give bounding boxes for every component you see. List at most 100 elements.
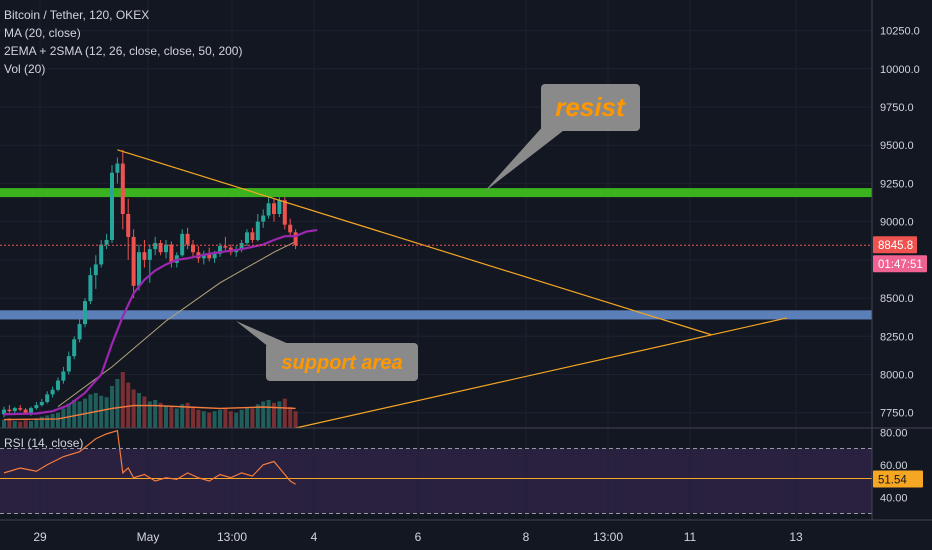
candle-body <box>88 275 93 302</box>
candle-body <box>147 249 152 260</box>
symbol-title[interactable]: Bitcoin / Tether, 120, OKEX <box>4 8 150 22</box>
support-label-box <box>266 343 418 381</box>
candle-body <box>72 339 77 357</box>
volume-bar <box>39 416 44 428</box>
volume-bar <box>66 403 71 428</box>
volume-bar <box>29 421 33 428</box>
candle-body <box>191 244 195 253</box>
volume-bar <box>2 419 6 428</box>
rsi-tick-label: 60.00 <box>880 460 908 472</box>
volume-bar <box>174 408 179 428</box>
volume-bar <box>282 398 287 428</box>
time-tick-label: 11 <box>684 530 697 544</box>
candle-body <box>164 244 168 253</box>
candle-body <box>23 409 28 413</box>
countdown-badge-text: 01:47:51 <box>878 259 923 271</box>
volume-bar <box>153 400 158 428</box>
volume-bar <box>288 407 293 428</box>
main-pane <box>0 0 872 428</box>
volume-bar <box>12 421 17 428</box>
time-tick-label: 8 <box>523 530 530 544</box>
rsi-legend[interactable]: RSI (14, close) <box>4 436 84 450</box>
time-tick-label: 29 <box>33 530 47 544</box>
resist-line <box>0 188 872 198</box>
resist-label-box <box>541 84 640 131</box>
volume-bar <box>158 402 163 428</box>
indicator-ema-sma[interactable]: 2EMA + 2SMA (12, 26, close, close, 50, 2… <box>4 44 243 58</box>
volume-bar <box>250 408 255 428</box>
candle-body <box>12 408 17 412</box>
rsi-value-badge-text: 51.54 <box>878 474 907 486</box>
grid <box>0 0 872 520</box>
candle-body <box>99 244 104 265</box>
candle-body <box>142 252 147 260</box>
chart-legend: Bitcoin / Tether, 120, OKEX MA (20, clos… <box>4 6 242 78</box>
candle-body <box>218 246 222 254</box>
volume-bars <box>2 372 298 428</box>
price-tick-label: 10000.0 <box>880 64 920 76</box>
slow-ma-line <box>57 241 296 408</box>
indicator-volume[interactable]: Vol (20) <box>4 62 46 76</box>
candle-body <box>34 405 39 409</box>
candle-body <box>110 172 114 240</box>
volume-bar <box>7 418 12 428</box>
support-band <box>0 310 872 320</box>
time-tick-label: 4 <box>311 530 318 544</box>
volume-bar <box>245 407 249 428</box>
time-axis-ticks: 29 May 13:00 4 6 8 13:00 11 13 <box>33 530 803 544</box>
volume-bar <box>126 382 131 428</box>
rsi-pane <box>0 429 872 514</box>
volume-bar <box>277 401 282 428</box>
volume-bar <box>164 405 168 428</box>
price-tick-label: 8000.0 <box>880 370 914 382</box>
candle-body <box>77 324 82 340</box>
candle-body <box>104 239 109 245</box>
volume-bar <box>261 401 266 428</box>
last-price-badge-text: 8845.8 <box>878 240 913 252</box>
ma-line <box>3 228 318 416</box>
volume-bar <box>23 420 28 428</box>
volume-bar <box>142 396 147 428</box>
candle-body <box>2 409 6 415</box>
candle-body <box>239 243 244 250</box>
volume-bar <box>147 401 152 428</box>
volume-ma-line <box>3 404 296 421</box>
candle-body <box>66 356 71 372</box>
candle-body <box>223 246 228 248</box>
price-tick-label: 9000.0 <box>880 217 914 229</box>
volume-bar <box>234 412 239 428</box>
volume-bar <box>180 404 185 428</box>
indicator-ma[interactable]: MA (20, close) <box>4 26 81 40</box>
candle-body <box>180 233 185 256</box>
price-badges: 8845.8 01:47:51 51.54 <box>873 236 927 488</box>
price-axis-ticks: 10250.010000.09750.09500.09250.09000.087… <box>880 26 920 505</box>
time-tick-label: 13:00 <box>593 530 623 544</box>
candle-body <box>282 200 287 225</box>
volume-bar <box>239 409 244 428</box>
volume-bar <box>93 393 98 428</box>
volume-bar <box>191 407 195 428</box>
last-price-badge-box <box>873 236 917 254</box>
candle-body <box>29 408 33 413</box>
rsi-value-badge: 51.54 <box>873 470 923 488</box>
volume-bar <box>228 411 233 428</box>
support-label: support area <box>236 321 418 381</box>
volume-bar <box>56 412 60 428</box>
rsi-line <box>3 429 296 485</box>
candle-body <box>7 409 12 412</box>
candle-body <box>61 371 66 381</box>
rsi-tick-label: 40.00 <box>880 492 908 504</box>
candle-body <box>39 402 44 406</box>
volume-bar <box>88 394 93 428</box>
candle-body <box>83 301 87 325</box>
rsi-tick-label: 80.00 <box>880 427 908 439</box>
volume-bar <box>255 404 260 428</box>
volume-bar <box>110 386 114 428</box>
price-tick-label: 9250.0 <box>880 178 914 190</box>
candle-body <box>212 253 217 259</box>
resist-label-text: resist <box>555 92 626 122</box>
candles <box>2 149 298 418</box>
support-callout-pointer <box>236 321 298 348</box>
candle-body <box>93 264 98 276</box>
